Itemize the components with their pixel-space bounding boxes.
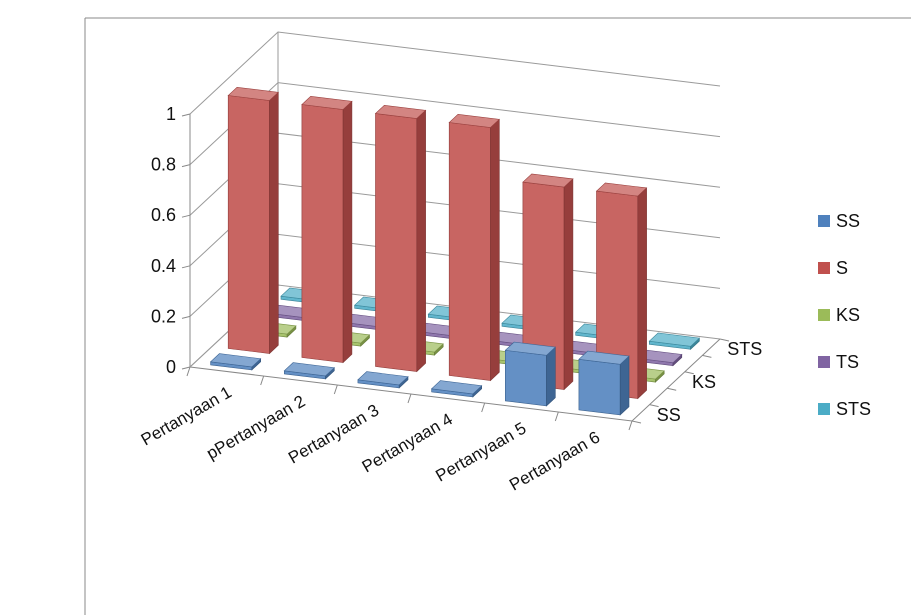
bar-top-face — [578, 350, 630, 365]
legend-swatch — [818, 215, 830, 227]
chart-bars-layer — [209, 86, 701, 416]
bar-ss-3 — [357, 371, 409, 389]
depth-tick-mark — [719, 338, 730, 342]
y-tick-label: 1 — [166, 104, 176, 124]
bar-ss-5 — [504, 341, 556, 407]
y-tick-mark — [181, 214, 191, 218]
bar-top-face — [374, 104, 427, 119]
depth-label: STS — [727, 339, 762, 359]
depth-label: KS — [692, 372, 716, 392]
bar-side-face — [342, 100, 353, 364]
legend-label: SS — [836, 211, 860, 231]
bar-ss-4 — [430, 380, 483, 398]
bar-ss-6 — [578, 350, 630, 416]
depth-tick-mark — [649, 404, 659, 408]
y-tick-mark — [181, 164, 191, 168]
legend-item-ts: TS — [818, 352, 859, 372]
legend-item-ks: KS — [818, 305, 860, 325]
y-tick-mark — [181, 265, 191, 269]
bar-front-face — [301, 104, 344, 363]
bar-front-face — [578, 358, 621, 416]
bar-top-face — [448, 113, 500, 128]
bar-s-4 — [448, 113, 500, 382]
x-tick-mark — [333, 384, 338, 395]
bar-top-face — [430, 380, 483, 395]
bar-s-2 — [301, 95, 353, 364]
legend-swatch — [818, 403, 830, 415]
bar-s-5 — [522, 173, 574, 391]
bar-ss-2 — [283, 362, 335, 380]
y-tick-mark — [181, 315, 191, 319]
bar-top-face — [227, 86, 279, 101]
bar-top-face — [301, 95, 353, 110]
bar-side-face — [269, 91, 279, 355]
legend-swatch — [818, 356, 830, 368]
bar-top-face — [283, 362, 335, 377]
bar-top-face — [209, 353, 262, 368]
x-tick-mark — [186, 366, 191, 377]
bar-front-face — [227, 95, 270, 354]
legend-item-s: S — [818, 258, 848, 278]
x-tick-mark — [260, 375, 265, 386]
bar-side-face — [637, 187, 647, 400]
bar-ss-1 — [209, 353, 262, 371]
bar-front-face — [375, 113, 418, 372]
x-tick-mark — [628, 420, 633, 431]
legend-label: S — [836, 258, 848, 278]
bar-top-face — [504, 341, 556, 356]
bar-side-face — [490, 118, 500, 382]
legend-item-ss: SS — [818, 211, 860, 231]
bar-s-3 — [374, 104, 427, 373]
bar-s-1 — [227, 86, 279, 355]
y-tick-mark — [181, 366, 191, 370]
depth-tick-mark — [667, 387, 677, 391]
x-tick-mark — [481, 402, 486, 413]
depth-tick-mark — [684, 371, 694, 375]
bar-side-face — [416, 109, 426, 373]
legend-label: TS — [836, 352, 859, 372]
y-tick-label: 0 — [166, 357, 176, 377]
y-tick-label: 0.6 — [151, 205, 176, 225]
depth-tick-mark — [631, 420, 642, 424]
y-tick-label: 0.2 — [151, 306, 176, 326]
y-tick-label: 0.8 — [151, 155, 176, 175]
legend-label: KS — [836, 305, 860, 325]
bar-top-face — [522, 173, 574, 188]
bar-side-face — [619, 355, 630, 416]
bar-front-face — [448, 122, 491, 381]
legend-item-sts: STS — [818, 399, 871, 419]
depth-label: SS — [657, 405, 681, 425]
y-tick-label: 0.4 — [151, 256, 176, 276]
y-tick-mark — [181, 113, 191, 117]
legend-swatch — [818, 309, 830, 321]
bar-side-face — [563, 178, 574, 391]
depth-tick-mark — [702, 354, 712, 358]
bar-top-face — [648, 332, 701, 347]
x-tick-mark — [407, 393, 412, 404]
bar-top-face — [357, 371, 409, 386]
bar-top-face — [595, 182, 648, 197]
bar-front-face — [504, 349, 547, 407]
bar-s-6 — [595, 182, 648, 400]
legend-swatch — [818, 262, 830, 274]
bar-sts-6 — [648, 332, 701, 350]
x-tick-mark — [554, 411, 559, 422]
bar-side-face — [546, 346, 556, 407]
legend-label: STS — [836, 399, 871, 419]
